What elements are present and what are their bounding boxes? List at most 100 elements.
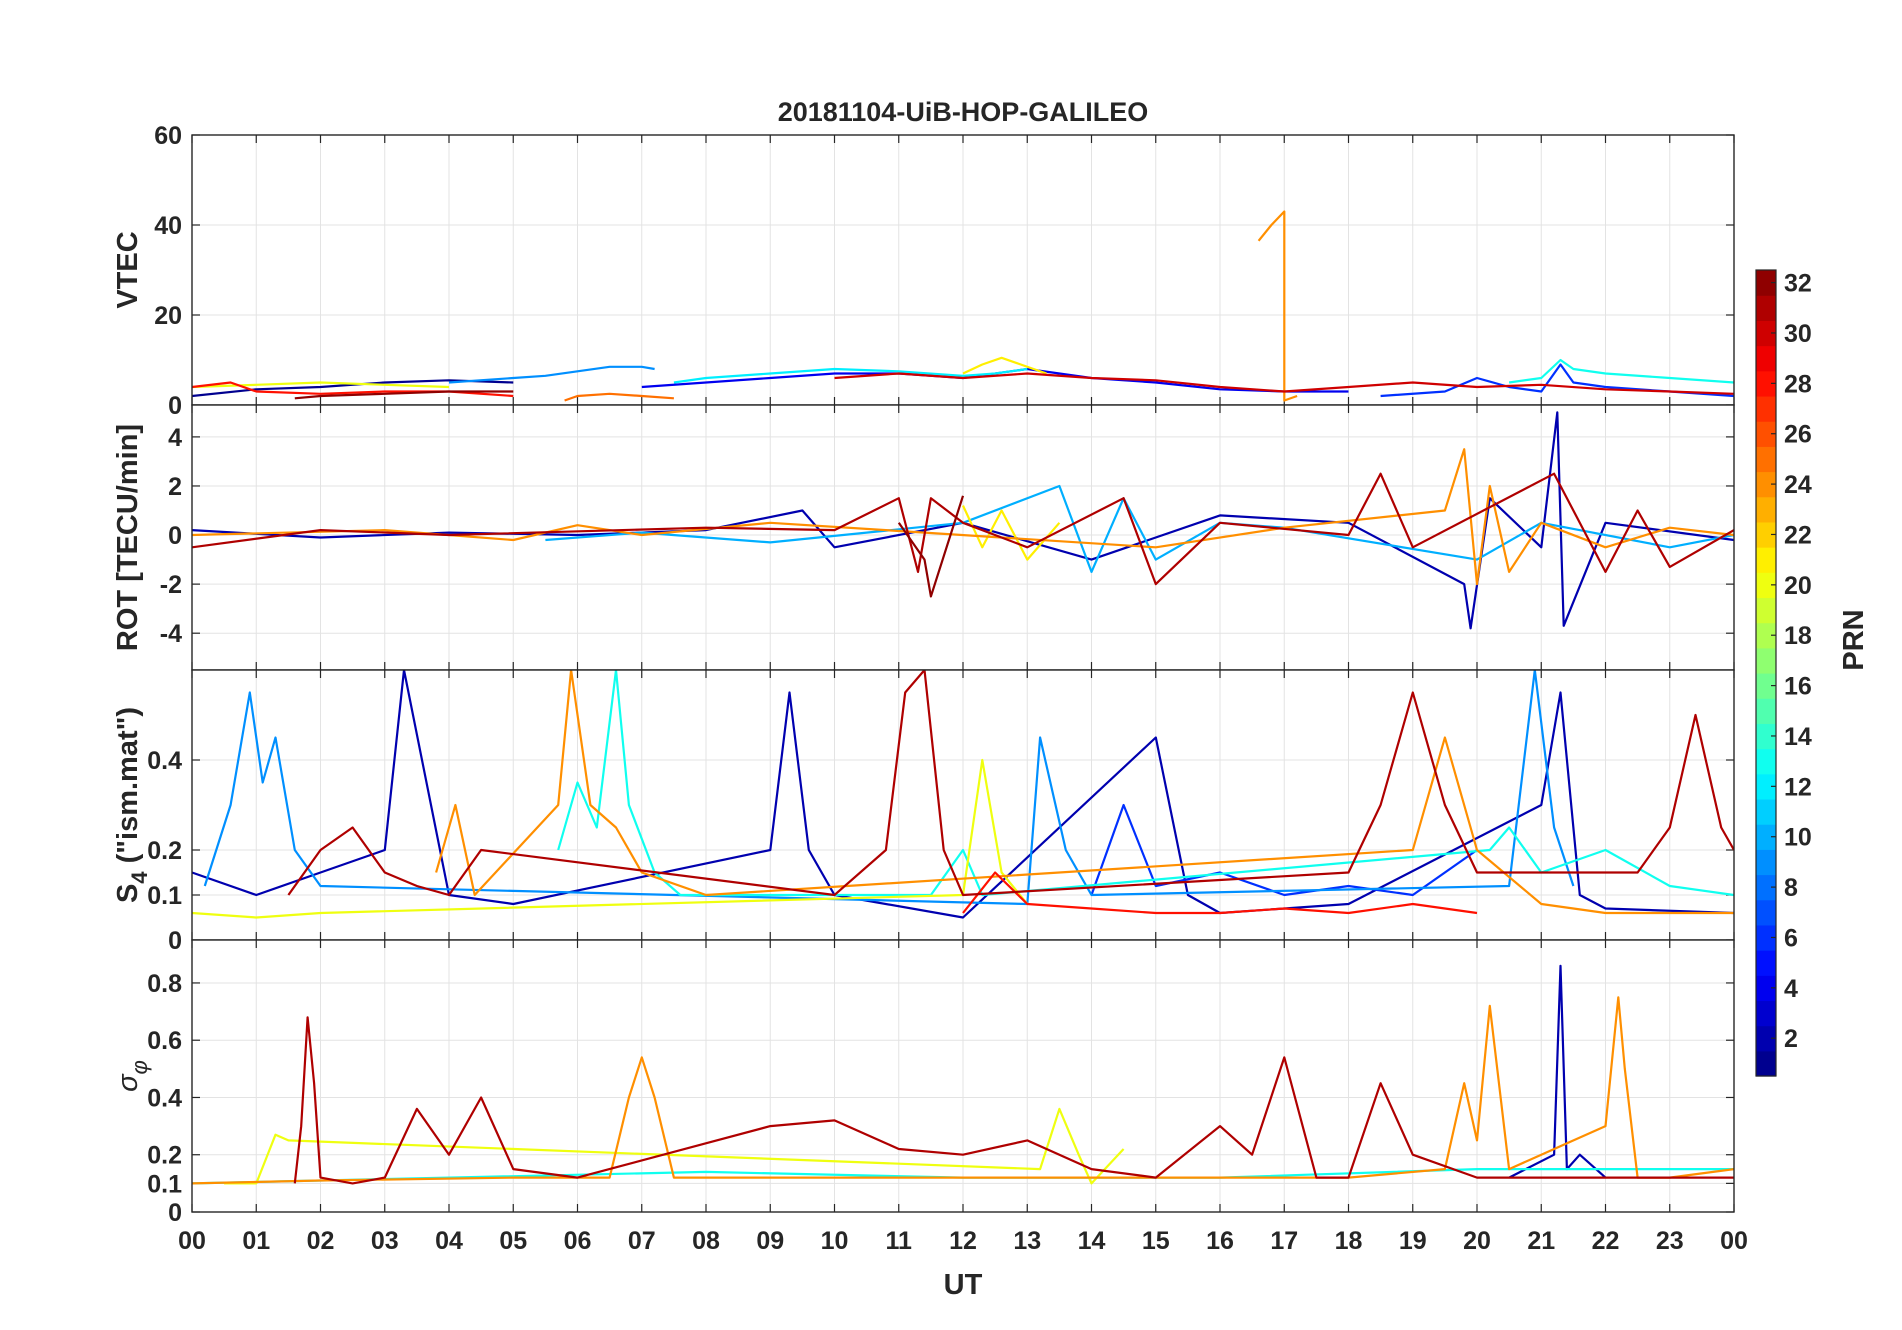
series-group: [192, 411, 1734, 630]
figure-title: 20181104-UiB-HOP-GALILEO: [778, 97, 1149, 127]
y-tick-label: 0: [168, 522, 182, 550]
colorbar-level: [1756, 874, 1776, 901]
x-tick-label: 05: [499, 1227, 527, 1255]
y-tick-label: 0: [168, 392, 182, 420]
y-tick-label: 0: [168, 1199, 182, 1227]
x-tick-label: 03: [371, 1227, 399, 1255]
y-axis-label-main: S: [112, 884, 144, 903]
series-prn-20: [224, 1107, 1125, 1185]
y-axis-label-subscript: φ: [127, 1060, 152, 1074]
y-tick-label: 2: [168, 473, 182, 501]
x-tick-label: 14: [1078, 1227, 1106, 1255]
colorbar-level: [1756, 521, 1776, 548]
x-tick-label: 09: [756, 1227, 784, 1255]
y-axis-label-rest: ("ism.mat"): [112, 707, 144, 871]
series-prn-10: [545, 484, 1734, 574]
y-tick-label: -4: [160, 620, 182, 648]
colorbar-level: [1756, 975, 1776, 1002]
colorbar-level: [1756, 773, 1776, 800]
y-axis-label: σφ: [112, 1060, 152, 1092]
colorbar-level: [1756, 748, 1776, 775]
y-axis-label-main: σ: [112, 1073, 144, 1092]
colorbar-tick-label: 2: [1784, 1025, 1798, 1053]
series-prn-32: [897, 495, 965, 598]
y-axis-label: VTEC: [112, 231, 144, 308]
x-tick-label: 08: [692, 1227, 720, 1255]
series-prn-20: [192, 381, 450, 389]
y-tick-label: 4: [168, 424, 182, 452]
colorbar-level: [1756, 849, 1776, 876]
panel-s4: 00.10.20.4S4 ("ism.mat"): [112, 669, 1735, 955]
x-tick-label: 01: [242, 1227, 270, 1255]
x-tick-label: 11: [886, 1227, 913, 1255]
x-tick-label: 06: [564, 1227, 592, 1255]
series-prn-24: [192, 448, 1734, 586]
series-prn-28: [962, 871, 1478, 915]
colorbar-level: [1756, 421, 1776, 447]
y-tick-label: 40: [154, 212, 182, 240]
colorbar-level: [1756, 798, 1776, 825]
x-tick-label: 00: [178, 1227, 206, 1255]
series-prn-6: [1380, 363, 1734, 398]
series-prn-13: [557, 670, 1734, 897]
colorbar-level: [1756, 723, 1776, 750]
series-prn-6: [1090, 803, 1478, 897]
series-group: [192, 964, 1734, 1185]
panel-vtec: 0 20 40 60 VTEC: [112, 122, 1735, 420]
y-tick-label: 0.4: [147, 1084, 182, 1112]
colorbar-level: [1756, 647, 1776, 674]
series-prn-32: [294, 390, 514, 400]
x-tick-label: 18: [1335, 1227, 1363, 1255]
y-tick-label: 0.6: [147, 1027, 182, 1055]
colorbar-level: [1756, 345, 1776, 372]
colorbar-tick-label: 6: [1784, 924, 1798, 952]
y-tick-label: 0.1: [147, 882, 182, 910]
y-tick-label: 0.2: [147, 1142, 182, 1170]
series-prn-31: [192, 472, 1734, 586]
series-prn-31: [287, 670, 1734, 897]
x-tick-label: 17: [1270, 1227, 1298, 1255]
series-prn-9: [448, 365, 655, 384]
colorbar-label: PRN: [1838, 609, 1870, 670]
series-prn-30: [834, 372, 1734, 395]
x-tick-label: 04: [435, 1227, 463, 1255]
colorbar-tick-label: 10: [1784, 824, 1812, 852]
y-tick-label: 0: [168, 927, 182, 955]
colorbar-level: [1756, 446, 1776, 473]
x-tick-label: 23: [1656, 1227, 1684, 1255]
colorbar-tick-label: 18: [1784, 622, 1812, 650]
series-group: [192, 210, 1734, 402]
series-prn-2: [192, 411, 1734, 630]
series-prn-12: [673, 367, 1028, 384]
colorbar-level: [1756, 622, 1776, 649]
colorbar-level: [1756, 1025, 1776, 1052]
axes-frame: [191, 939, 1735, 1213]
panel-rot: -4 -2 0 2 4 ROT [TECU/min]: [112, 404, 1735, 671]
colorbar-level: [1756, 950, 1776, 976]
colorbar-level: [1756, 899, 1776, 926]
colorbar-level: [1756, 471, 1776, 498]
series-prn-24: [1257, 210, 1298, 402]
colorbar-level: [1756, 547, 1776, 573]
colorbar-gradient: [1755, 269, 1777, 1077]
colorbar-level: [1756, 673, 1776, 699]
x-tick-label: 07: [628, 1227, 656, 1255]
colorbar-tick-label: 30: [1784, 320, 1812, 348]
y-axis-label: ROT [TECU/min]: [112, 424, 144, 651]
colorbar-tick-label: 24: [1784, 471, 1812, 499]
series-prn-21: [962, 356, 1047, 375]
colorbar-tick-label: 8: [1784, 874, 1798, 902]
colorbar-level: [1756, 270, 1776, 296]
series-prn-21: [962, 505, 1061, 561]
y-tick-label: 0.1: [147, 1170, 182, 1198]
colorbar-frame: [1755, 269, 1777, 1077]
colorbar-level: [1756, 597, 1776, 624]
colorbar-tick-label: 14: [1784, 723, 1812, 751]
colorbar-tick-label: 16: [1784, 673, 1812, 701]
colorbar-level: [1756, 1000, 1776, 1027]
colorbar-level: [1756, 572, 1776, 599]
colorbar-level: [1756, 320, 1776, 347]
